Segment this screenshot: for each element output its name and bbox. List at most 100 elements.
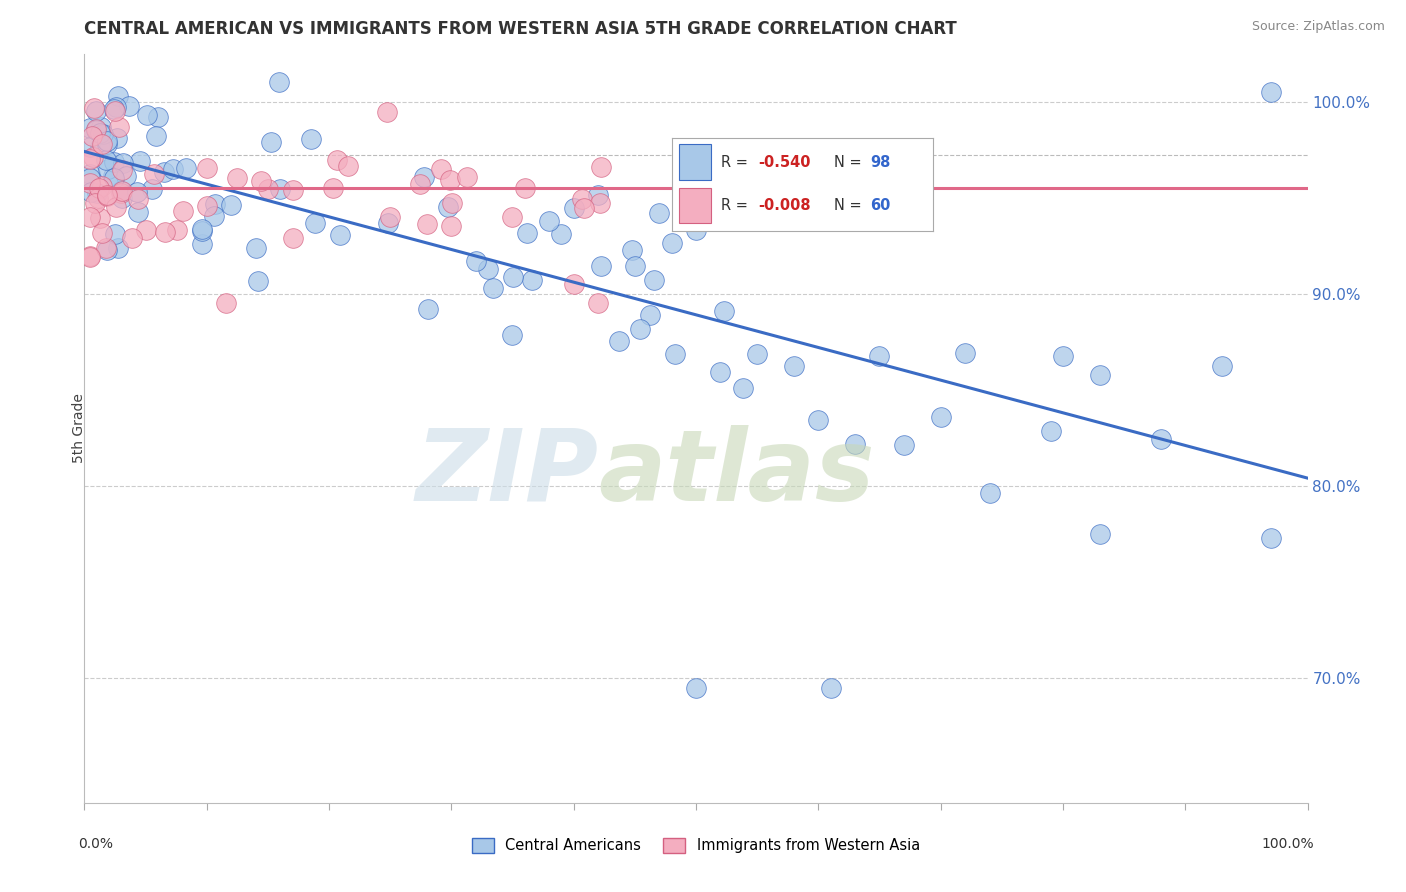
Point [304, 216, 326, 230]
Point [643, 273, 665, 287]
FancyBboxPatch shape [679, 145, 711, 179]
Text: 98: 98 [870, 154, 890, 169]
Point [713, 303, 735, 318]
Point [747, 347, 769, 361]
Point [441, 196, 464, 211]
Point [79, 176, 101, 190]
Point [269, 75, 291, 89]
Point [550, 227, 572, 242]
Point [538, 214, 561, 228]
Point [807, 413, 830, 427]
Text: ZIP: ZIP [415, 425, 598, 522]
Point [783, 359, 806, 374]
Point [439, 173, 461, 187]
Point [103, 102, 125, 116]
Point [685, 223, 707, 237]
Point [86, 186, 108, 200]
Point [89, 211, 111, 225]
Point [638, 308, 661, 322]
Point [96, 134, 118, 148]
Point [82, 149, 104, 163]
Point [647, 206, 669, 220]
Point [260, 135, 283, 149]
Point [141, 181, 163, 195]
Point [191, 237, 214, 252]
Point [502, 328, 524, 343]
Point [90, 137, 112, 152]
Point [299, 131, 322, 145]
Point [197, 198, 219, 212]
Point [685, 681, 707, 695]
Point [609, 334, 631, 349]
Text: atlas: atlas [598, 425, 875, 522]
Point [91, 128, 114, 142]
Point [110, 186, 132, 201]
Point [104, 200, 127, 214]
Point [97, 161, 120, 176]
Point [257, 182, 280, 196]
Point [589, 161, 612, 175]
Point [562, 277, 585, 291]
Point [145, 129, 167, 144]
Point [377, 216, 399, 230]
Text: N =: N = [834, 154, 866, 169]
Point [101, 169, 124, 183]
Point [148, 110, 170, 124]
Point [190, 222, 212, 236]
Point [437, 200, 460, 214]
Point [107, 89, 129, 103]
Point [844, 437, 866, 451]
Point [84, 122, 107, 136]
Point [440, 219, 463, 234]
Point [79, 167, 101, 181]
Point [91, 226, 114, 240]
Point [89, 140, 111, 154]
Point [110, 184, 132, 198]
Point [84, 122, 107, 136]
Point [325, 153, 347, 167]
Point [79, 249, 101, 263]
Point [108, 120, 131, 134]
Text: 60: 60 [870, 198, 890, 213]
Point [1052, 350, 1074, 364]
Point [96, 241, 118, 255]
Point [430, 162, 453, 177]
Point [94, 153, 117, 168]
Point [202, 209, 225, 223]
Point [464, 254, 486, 268]
Point [586, 296, 609, 310]
Point [336, 159, 359, 173]
Point [107, 241, 129, 255]
Text: Source: ZipAtlas.com: Source: ZipAtlas.com [1251, 20, 1385, 33]
Point [135, 223, 157, 237]
Point [87, 191, 110, 205]
Point [89, 126, 111, 140]
Point [869, 349, 891, 363]
Point [820, 681, 842, 695]
Point [731, 380, 754, 394]
Text: 0.0%: 0.0% [79, 837, 114, 850]
Point [709, 365, 731, 379]
Point [129, 154, 152, 169]
Point [215, 296, 238, 310]
Point [111, 163, 134, 178]
FancyBboxPatch shape [679, 188, 711, 223]
Point [281, 231, 304, 245]
Point [204, 197, 226, 211]
Point [1088, 526, 1111, 541]
Point [136, 108, 159, 122]
Point [105, 131, 128, 145]
Point [477, 262, 499, 277]
Point [80, 185, 103, 199]
Point [89, 181, 111, 195]
Text: R =: R = [721, 198, 752, 213]
Point [166, 223, 188, 237]
Point [80, 129, 103, 144]
Point [84, 196, 107, 211]
Point [127, 205, 149, 219]
Point [572, 201, 595, 215]
Point [281, 183, 304, 197]
Point [83, 101, 105, 115]
Point [172, 203, 194, 218]
Point [96, 188, 118, 202]
